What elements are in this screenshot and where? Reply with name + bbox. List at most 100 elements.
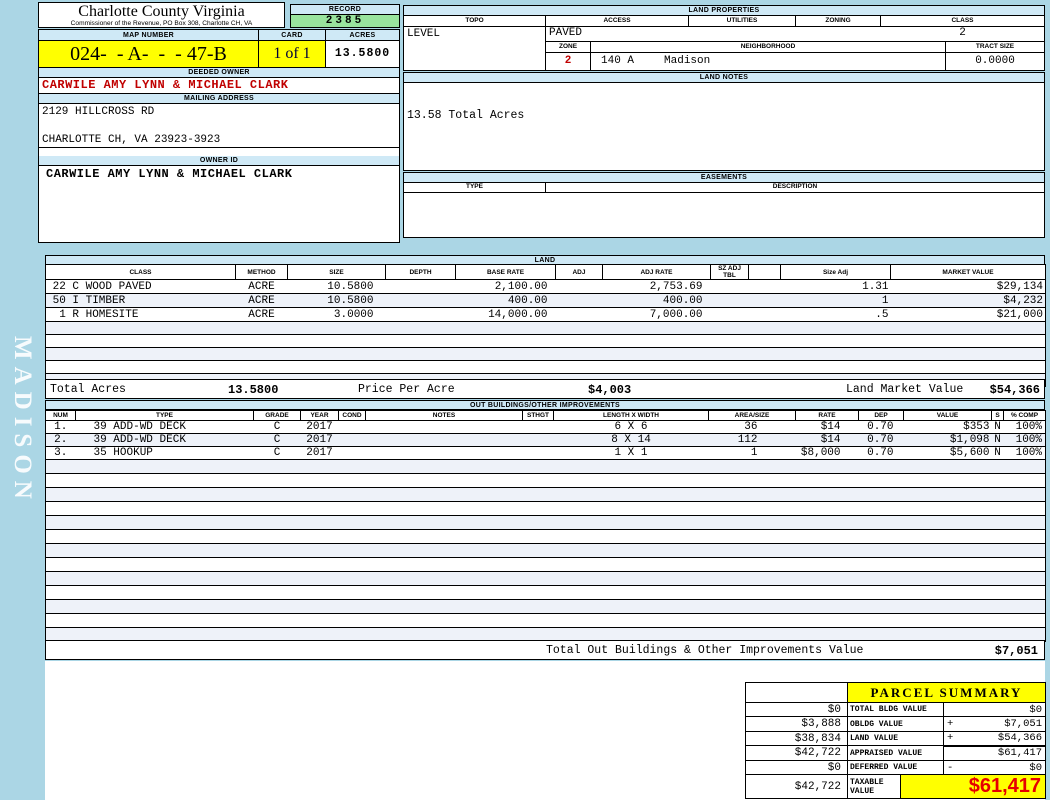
neighborhood-code: 140 A (601, 55, 635, 67)
empty-row (45, 334, 1046, 348)
acres-value: 13.5800 (326, 41, 399, 67)
taxable-value-row: $42,722 TAXABLE VALUE $61,417 (745, 774, 1046, 799)
easements-section: EASEMENTS TYPE DESCRIPTION (403, 172, 1045, 238)
col-grade: GRADE (253, 410, 301, 421)
land-market-value-label: Land Market Value (846, 383, 964, 396)
utilities-label: UTILITIES (689, 16, 796, 26)
col-method: METHOD (235, 264, 288, 280)
map-number-label: MAP NUMBER (39, 30, 259, 40)
neighborhood-label: NEIGHBORHOOD (591, 42, 946, 52)
tract-size-value: 0.0000 (975, 55, 1015, 67)
map-card-acres-labels: MAP NUMBER CARD ACRES (39, 30, 399, 41)
zone-label: ZONE (546, 42, 591, 52)
price-per-acre-label: Price Per Acre (358, 383, 455, 396)
obldg-value: + $7,051 (943, 716, 1046, 732)
outbuilding-row: 1. 39 ADD-WD DECK C 2017 6 X 6 36 $14 0.… (45, 420, 1046, 434)
col-value: VALUE (903, 410, 992, 421)
land-notes-section: LAND NOTES 13.58 Total Acres (403, 72, 1045, 171)
summary-row: $0 TOTAL BLDG VALUE $0 (745, 702, 1046, 717)
empty-row (45, 613, 1046, 628)
col-sthgt: STHGT (522, 410, 554, 421)
address-line1: 2129 HILLCROSS RD (42, 106, 155, 118)
col-dep: DEP (858, 410, 904, 421)
empty-row (45, 501, 1046, 516)
col-area-size: AREA/SIZE (708, 410, 796, 421)
zoning-label: ZONING (796, 16, 881, 26)
total-bldg-value: $0 (943, 702, 1046, 717)
land-row: 1 R HOMESITE ACRE 3.0000 14,000.00 7,000… (45, 307, 1046, 322)
appraised-value: $61,417 (943, 744, 1046, 761)
land-notes-title: LAND NOTES (404, 73, 1044, 83)
obldg-value-label: OBLDG VALUE (847, 716, 944, 732)
value: $61,417 (997, 747, 1042, 760)
commissioner-line: Commissioner of the Revenue, PO Box 308,… (70, 20, 253, 27)
deeded-owner-label: DEEDED OWNER (39, 68, 399, 78)
total-acres-value: 13.5800 (228, 383, 279, 397)
address-spacer (39, 148, 399, 156)
col-size: SIZE (287, 264, 386, 280)
address-line2: CHARLOTTE CH, VA 23923-3923 (39, 134, 399, 148)
empty-row (45, 515, 1046, 530)
empty-row (45, 585, 1046, 600)
empty-row (45, 599, 1046, 614)
card-value: 1 of 1 (259, 41, 326, 67)
county-header: Charlotte County Virginia Commissioner o… (38, 2, 285, 28)
prior-land-value: $38,834 (745, 731, 848, 746)
prior-deferred-value: $0 (745, 760, 848, 775)
col-rate: RATE (795, 410, 859, 421)
county-title: Charlotte County Virginia (78, 3, 245, 20)
col-adj-rate: ADJ RATE (602, 264, 711, 280)
madison-watermark: MADISON (9, 336, 36, 506)
easements-title: EASEMENTS (404, 173, 1044, 183)
empty-row (45, 321, 1046, 335)
empty-row (45, 473, 1046, 488)
col-adj: ADJ (555, 264, 603, 280)
col-class: CLASS (45, 264, 236, 280)
empty-row (45, 627, 1046, 642)
neighborhood-name: Madison (664, 55, 711, 67)
owner-id-value: CARWILE AMY LYNN & MICHAEL CLARK (46, 167, 293, 181)
col-size-adj: Size Adj (780, 264, 891, 280)
land-properties-title: LAND PROPERTIES (404, 6, 1044, 16)
land-value-label: LAND VALUE (847, 731, 944, 746)
access-label: ACCESS (546, 16, 689, 26)
empty-row (45, 487, 1046, 502)
deferred-value: - $0 (943, 760, 1046, 775)
topo-value: LEVEL (404, 27, 546, 70)
acres-label: ACRES (326, 30, 399, 40)
outbuildings-total-value: $7,051 (994, 644, 1038, 658)
empty-row (45, 543, 1046, 558)
appraised-value-label: APPRAISED VALUE (847, 745, 944, 761)
zone-value: 2 (546, 53, 591, 71)
prior-appraised-value: $42,722 (745, 745, 848, 761)
outbuildings-total-label: Total Out Buildings & Other Improvements… (546, 644, 864, 657)
col-s: S (991, 410, 1004, 421)
deeded-owner-name: CARWILE AMY LYNN & MICHAEL CLARK (39, 78, 399, 94)
prior-obldg-value: $3,888 (745, 716, 848, 732)
col-market-value: MARKET VALUE (890, 264, 1046, 280)
empty-row (45, 360, 1046, 374)
col-depth: DEPTH (385, 264, 456, 280)
zone-neighborhood-labels: ZONE NEIGHBORHOOD TRACT SIZE (546, 41, 1044, 53)
summary-row: $38,834 LAND VALUE + $54,366 (745, 731, 1046, 746)
deferred-value-label: DEFERRED VALUE (847, 760, 944, 775)
value: $54,366 (997, 732, 1042, 745)
col-sz-adj-tbl: SZ ADJ TBL (710, 264, 749, 280)
outbuilding-row: 2. 39 ADD-WD DECK C 2017 8 X 14 112 $14 … (45, 433, 1046, 447)
mailing-address-label: MAILING ADDRESS (39, 94, 399, 104)
summary-left-empty (745, 682, 848, 703)
class-value: 2 (959, 27, 966, 39)
card-label: CARD (259, 30, 326, 40)
land-table-header: CLASS METHOD SIZE DEPTH BASE RATE ADJ AD… (45, 264, 1046, 280)
parcel-summary-table: PARCEL SUMMARY $0 TOTAL BLDG VALUE $0 $3… (745, 682, 1046, 799)
land-properties-column-labels: TOPO ACCESS UTILITIES ZONING CLASS (404, 16, 1044, 27)
op: + (947, 732, 954, 745)
land-note-text: 13.58 Total Acres (407, 109, 525, 122)
easement-description-label: DESCRIPTION (546, 183, 1044, 192)
total-acres-label: Total Acres (50, 383, 126, 396)
price-per-acre-value: $4,003 (588, 383, 632, 397)
easement-type-label: TYPE (404, 183, 546, 192)
col-base-rate: BASE RATE (455, 264, 556, 280)
parcel-summary-header: PARCEL SUMMARY (745, 682, 1046, 703)
